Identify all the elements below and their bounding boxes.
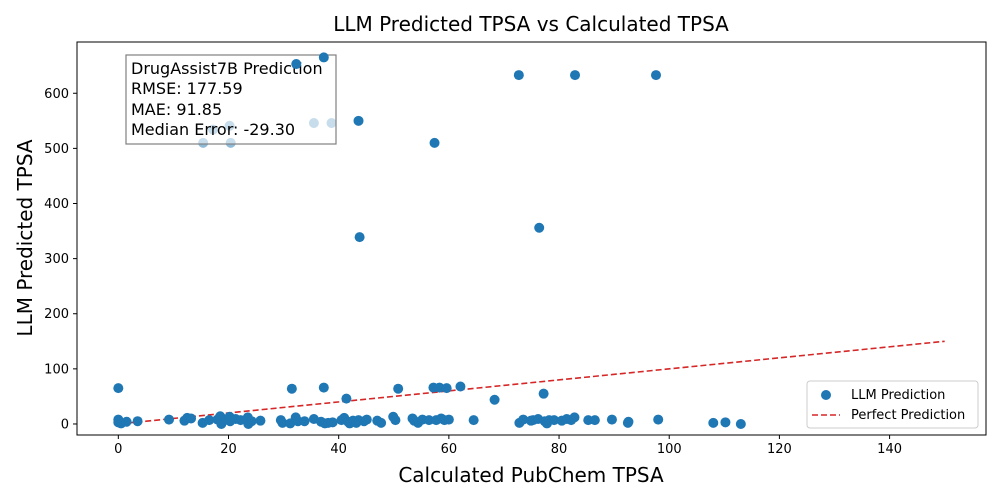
legend-frame [806, 380, 979, 429]
scatter-point [132, 416, 143, 427]
scatter-point [277, 417, 288, 428]
scatter-point [651, 70, 662, 81]
x-tick-label: 100 [657, 442, 682, 457]
stats-line-rmse: RMSE: 177.59 [131, 79, 243, 98]
scatter-point [376, 417, 387, 428]
legend-marker-scatter [821, 390, 831, 400]
x-tick-label: 60 [441, 442, 458, 457]
scatter-point [623, 416, 634, 427]
perfect-prediction-line [118, 340, 945, 425]
x-axis-label: Calculated PubChem TPSA [398, 463, 664, 487]
y-axis-ticks: 0 100 200 300 400 500 600 [44, 87, 77, 432]
scatter-point [589, 415, 600, 426]
stats-line-mae: MAE: 91.85 [131, 100, 222, 119]
scatter-point [443, 414, 454, 425]
scatter-point [429, 137, 440, 148]
scatter-point [341, 393, 352, 404]
scatter-point [299, 416, 310, 427]
scatter-point [255, 415, 266, 426]
scatter-point [735, 418, 746, 429]
scatter-point [653, 414, 664, 425]
y-tick-label: 0 [61, 417, 69, 432]
y-tick-label: 200 [44, 307, 69, 322]
scatter-point [393, 383, 404, 394]
scatter-point [441, 383, 452, 394]
scatter-point [121, 416, 132, 427]
scatter-point [186, 413, 197, 424]
scatter-point [327, 417, 338, 428]
x-tick-label: 20 [220, 442, 237, 457]
scatter-point [538, 388, 549, 399]
scatter-point [246, 416, 257, 427]
scatter-point [286, 383, 297, 394]
scatter-point [164, 414, 175, 425]
scatter-point [489, 394, 500, 405]
x-tick-label: 40 [330, 442, 347, 457]
scatter-point [318, 52, 329, 63]
legend-label-perfect-prediction: Perfect Prediction [851, 408, 965, 423]
scatter-point [390, 415, 401, 426]
scatter-point [318, 382, 329, 393]
y-tick-label: 600 [44, 87, 69, 102]
scatter-point [720, 417, 731, 428]
scatter-point [468, 415, 479, 426]
scatter-point [708, 417, 719, 428]
stats-box-frame [125, 54, 337, 145]
scatter-point [455, 381, 466, 392]
scatter-point [204, 415, 215, 426]
y-tick-label: 100 [44, 362, 69, 377]
x-tick-label: 80 [551, 442, 568, 457]
x-tick-label: 140 [877, 442, 902, 457]
scatter-point [361, 414, 372, 425]
scatter-point [353, 115, 364, 126]
stats-line-title: DrugAssist7B Prediction [131, 59, 323, 78]
scatter-point [534, 222, 545, 233]
x-axis-ticks: 0 20 40 60 80 100 120 140 [114, 435, 902, 457]
scatter-point [513, 70, 524, 81]
stats-box: DrugAssist7B Prediction RMSE: 177.59 MAE… [125, 54, 337, 145]
scatter-point [569, 412, 580, 423]
plot-area [76, 41, 987, 436]
scatter-point [518, 414, 529, 425]
chart-title: LLM Predicted TPSA vs Calculated TPSA [333, 12, 729, 36]
legend: LLM Prediction Perfect Prediction [806, 380, 979, 429]
x-tick-label: 120 [767, 442, 792, 457]
scatter-point [424, 415, 435, 426]
scatter-point [606, 414, 617, 425]
scatter-point [113, 383, 124, 394]
x-tick-label: 0 [114, 442, 122, 457]
scatter-point [291, 59, 302, 70]
scatter-point [354, 232, 365, 243]
y-tick-label: 500 [44, 142, 69, 157]
scatter-point [434, 382, 445, 393]
y-axis-label: LLM Predicted TPSA [13, 139, 37, 336]
legend-label-llm-prediction: LLM Prediction [851, 388, 945, 403]
y-tick-label: 300 [44, 252, 69, 267]
scatter-point [570, 70, 581, 81]
y-tick-label: 400 [44, 197, 69, 212]
scatter-points [113, 52, 746, 429]
scatter-point [549, 415, 560, 426]
stats-line-median-error: Median Error: -29.30 [131, 120, 295, 139]
